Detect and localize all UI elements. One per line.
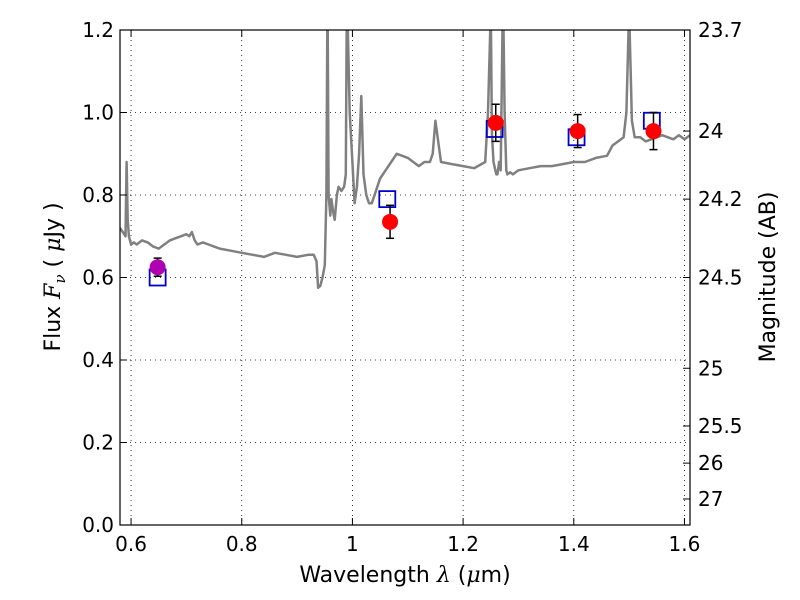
- x-axis-title: Wavelength λ (μm): [299, 563, 510, 588]
- x-tick-label: 0.6: [115, 532, 147, 556]
- y-tick-label: 1.2: [82, 18, 114, 42]
- y-axis-title: Flux Fν ( μJy ): [41, 202, 69, 351]
- x-tick-label: 1.2: [447, 532, 479, 556]
- observed-flux-point: [645, 123, 662, 140]
- y-tick-label: 1.0: [82, 101, 114, 125]
- tick-labels: 0.6 0.8 1 1.2 1.4 1.6 0.0 0.2 0.4 0.6 0.8 1.0 1.2 23.…: [82, 18, 742, 556]
- observed-flux-point: [487, 114, 504, 131]
- x-tick-label: 1: [346, 532, 359, 556]
- y2-tick-label: 26: [698, 451, 723, 475]
- y2-tick-label: 24.2: [698, 187, 743, 211]
- y2-tick-label: 25.5: [698, 414, 743, 438]
- model-spectrum-line: [120, 30, 690, 290]
- observed-flux-point: [149, 259, 166, 276]
- model-photometry-square: [378, 190, 397, 209]
- y-tick-label: 0.8: [82, 183, 114, 207]
- y-tick-label: 0.0: [82, 513, 114, 537]
- y2-axis-title: Magnitude (AB): [756, 192, 781, 363]
- y2-tick-label: 24.5: [698, 266, 743, 290]
- y2-tick-label: 23.7: [698, 18, 743, 42]
- x-tick-label: 1.4: [558, 532, 590, 556]
- y-tick-label: 0.4: [82, 348, 114, 372]
- y-tick-label: 0.2: [82, 431, 114, 455]
- y-tick-label: 0.6: [82, 266, 114, 290]
- y2-tick-label: 25: [698, 356, 723, 380]
- y2-tick-label: 24: [698, 119, 723, 143]
- y2-tick-label: 27: [698, 487, 723, 511]
- observed-flux-point: [382, 213, 399, 230]
- grid-lines: [120, 29, 690, 526]
- observed-flux-point: [569, 123, 586, 140]
- axis-ticks: [120, 29, 690, 526]
- plot-series: [120, 30, 690, 290]
- x-tick-label: 0.8: [226, 532, 258, 556]
- x-tick-label: 1.6: [669, 532, 701, 556]
